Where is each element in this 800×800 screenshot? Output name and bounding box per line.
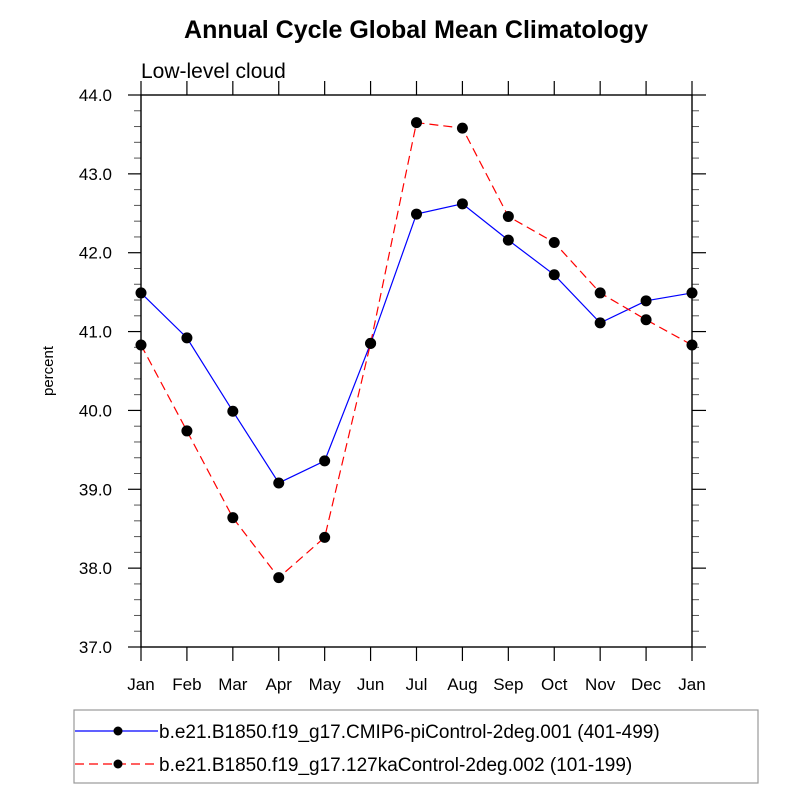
y-tick-label: 40.0	[79, 401, 112, 420]
y-tick-label: 44.0	[79, 86, 112, 105]
data-point	[319, 531, 331, 543]
data-point	[411, 208, 422, 220]
x-tick-label: Sep	[493, 675, 523, 694]
data-point	[319, 455, 331, 467]
data-point	[273, 477, 285, 489]
x-tick-label: Oct	[541, 675, 568, 694]
data-point	[548, 236, 560, 248]
x-tick-label: Mar	[218, 675, 248, 694]
series-line-2	[140, 121, 693, 579]
legend-item-1: b.e21.B1850.f19_g17.CMIP6-piControl-2deg…	[75, 722, 660, 743]
data-point	[594, 317, 606, 329]
x-tick-label: Jun	[357, 675, 384, 694]
legend: b.e21.B1850.f19_g17.CMIP6-piControl-2deg…	[73, 709, 759, 784]
data-point	[181, 425, 193, 437]
series-line-1	[140, 203, 693, 484]
series-1	[135, 198, 698, 489]
x-tick-label: Jan	[678, 675, 705, 694]
data-point	[456, 198, 468, 210]
data-point	[411, 117, 422, 129]
y-tick-label: 37.0	[79, 638, 112, 657]
legend-label-1: b.e21.B1850.f19_g17.CMIP6-piControl-2deg…	[159, 722, 660, 743]
x-tick-label: Jul	[406, 675, 428, 694]
legend-marker-2	[113, 759, 123, 769]
series-2	[135, 117, 698, 584]
data-point	[502, 234, 514, 246]
x-tick-labels: Jan Feb Mar Apr May Jun Jul Aug Sep Oct Nov Dec Jan	[127, 675, 705, 694]
data-point	[548, 269, 560, 281]
x-tick-label: Feb	[172, 675, 201, 694]
x-tick-label: Aug	[447, 675, 477, 694]
plot-frame	[140, 94, 693, 648]
chart-subtitle: Low-level cloud	[141, 60, 286, 83]
y-tick-label: 43.0	[79, 165, 112, 184]
data-point	[640, 314, 652, 326]
data-point	[227, 405, 239, 417]
data-point	[273, 572, 285, 584]
data-point	[456, 122, 468, 134]
data-point	[181, 332, 193, 344]
legend-label-2: b.e21.B1850.f19_g17.127kaControl-2deg.00…	[159, 755, 632, 776]
data-point	[227, 512, 239, 524]
y-tick-labels: 37.0 38.0 39.0 40.0 41.0 42.0 43.0 44.0	[79, 86, 112, 657]
data-point	[502, 210, 514, 222]
x-tick-label: Apr	[266, 675, 293, 694]
y-tick-label: 39.0	[79, 480, 112, 499]
legend-box	[73, 709, 759, 784]
x-tick-label: Jan	[127, 675, 154, 694]
data-point	[365, 337, 377, 349]
y-tick-label: 38.0	[79, 559, 112, 578]
series-layer	[135, 117, 698, 584]
x-tick-label: Nov	[585, 675, 616, 694]
axis-ticks	[128, 81, 706, 661]
y-tick-label: 41.0	[79, 323, 112, 342]
data-point	[640, 295, 652, 307]
x-tick-label: May	[309, 675, 342, 694]
legend-marker-1	[113, 726, 123, 736]
x-tick-label: Dec	[631, 675, 662, 694]
y-axis-label: percent	[40, 345, 57, 396]
data-point	[594, 287, 606, 299]
legend-item-2: b.e21.B1850.f19_g17.127kaControl-2deg.00…	[75, 755, 632, 776]
chart-title: Annual Cycle Global Mean Climatology	[184, 16, 648, 44]
y-tick-label: 42.0	[79, 244, 112, 263]
